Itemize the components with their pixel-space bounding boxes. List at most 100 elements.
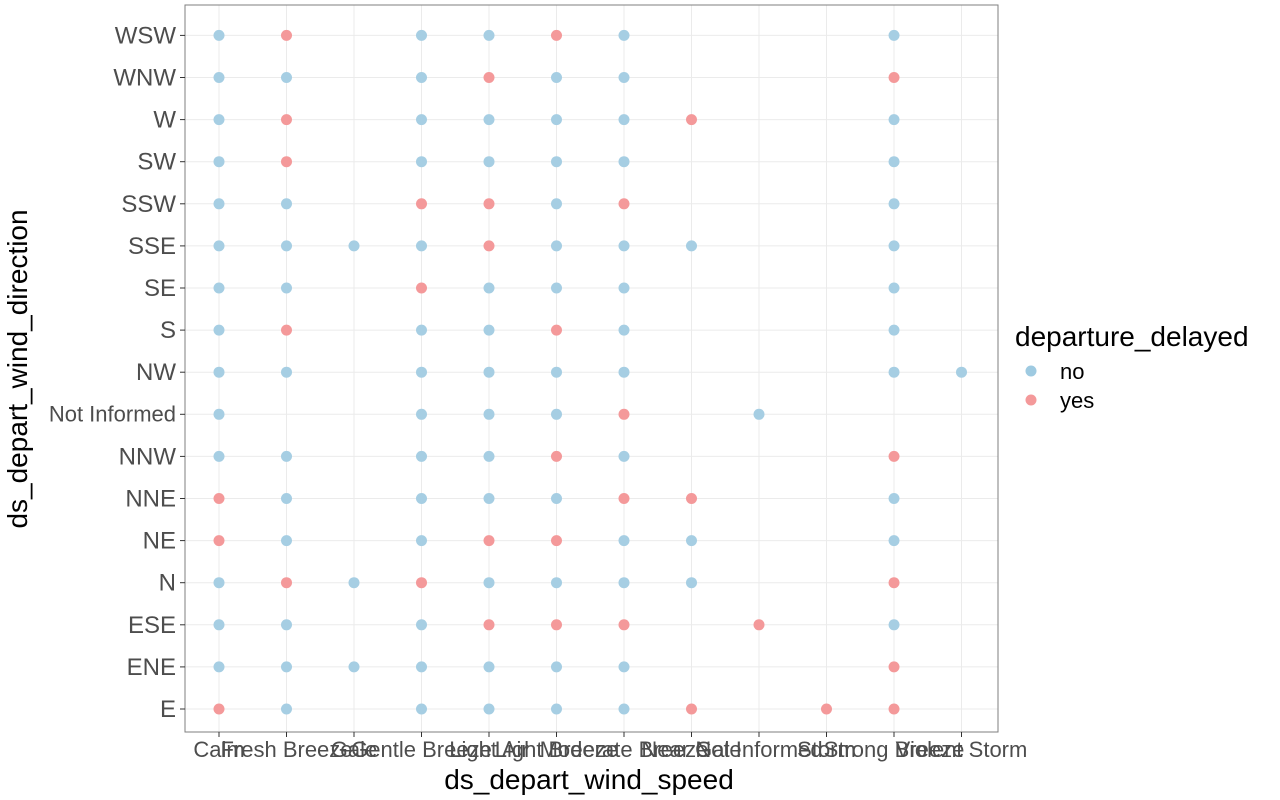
point-no [551,493,562,504]
y-tick-label: SSW [121,191,176,218]
y-axis-title: ds_depart_wind_direction [2,209,33,528]
point-no [618,661,630,673]
plot-background [185,5,998,732]
point-no [281,493,292,504]
y-tick-label: ENE [127,654,176,681]
point-no [281,282,292,294]
point-no [888,282,900,294]
point-no [618,156,630,168]
y-tick-label: SSE [128,233,176,260]
point-no [483,408,495,420]
point-no [213,282,225,294]
point-no [888,114,900,126]
point-no [213,114,225,126]
point-yes [281,114,292,126]
point-yes [281,577,292,589]
point-no [213,156,225,168]
point-yes [551,29,562,41]
point-no [483,703,495,715]
points [213,29,967,715]
point-yes [416,577,427,589]
x-tick-label: Gale [331,737,377,762]
point-no [686,240,697,252]
point-no [213,661,225,673]
point-no [348,661,360,673]
x-tick-label: Not Informed [695,737,822,762]
point-no [483,29,495,41]
point-no [618,72,630,83]
point-no [888,156,900,168]
x-tick-label: Light Breeze [495,737,619,762]
point-no [888,324,900,336]
point-no [551,114,562,126]
point-no [618,366,630,378]
point-no [213,198,225,210]
point-yes [686,493,697,504]
point-no [483,324,495,336]
point-no [416,535,427,547]
point-no [618,703,630,715]
point-yes [483,198,495,210]
point-no [416,408,427,420]
legend-key-no [1025,365,1037,377]
point-no [618,114,630,126]
point-no [213,366,225,378]
point-no [348,240,360,252]
point-no [618,282,630,294]
point-yes [888,661,900,673]
point-yes [416,198,427,210]
point-yes [416,282,427,294]
y-tick-label: Not Informed [49,401,176,426]
x-axis-ticks [218,732,962,737]
point-no [213,577,225,589]
point-no [483,577,495,589]
point-yes [686,114,697,126]
point-yes [888,72,900,83]
point-no [416,29,427,41]
legend-entries: no yes [1025,359,1094,413]
point-no [213,29,225,41]
x-tick-label: Storm [797,737,856,762]
x-tick-label: Moderate Breeze [540,737,709,762]
y-tick-label: S [160,317,176,344]
point-no [281,450,292,462]
point-no [281,661,292,673]
y-axis-ticks [180,34,185,710]
point-no [956,366,967,378]
point-yes [888,450,900,462]
point-yes [821,703,832,715]
point-no [551,661,562,673]
x-axis-title: ds_depart_wind_speed [444,764,734,795]
y-tick-label: SE [144,275,176,302]
point-no [551,366,562,378]
point-no [213,408,225,420]
point-no [618,29,630,41]
point-no [348,577,360,589]
point-no [888,619,900,631]
point-yes [551,324,562,336]
point-no [618,324,630,336]
point-yes [888,703,900,715]
point-no [213,324,225,336]
point-yes [551,619,562,631]
point-yes [213,535,225,547]
point-no [416,703,427,715]
y-tick-label: SW [137,149,176,176]
point-yes [281,29,292,41]
point-yes [551,450,562,462]
point-no [888,535,900,547]
point-no [416,114,427,126]
point-no [618,240,630,252]
point-yes [483,535,495,547]
y-tick-label: NNE [125,486,176,513]
point-no [281,240,292,252]
point-no [213,72,225,83]
point-yes [618,198,630,210]
point-no [281,535,292,547]
point-no [483,450,495,462]
point-no [551,282,562,294]
y-tick-label: NNW [119,443,177,470]
point-yes [686,703,697,715]
